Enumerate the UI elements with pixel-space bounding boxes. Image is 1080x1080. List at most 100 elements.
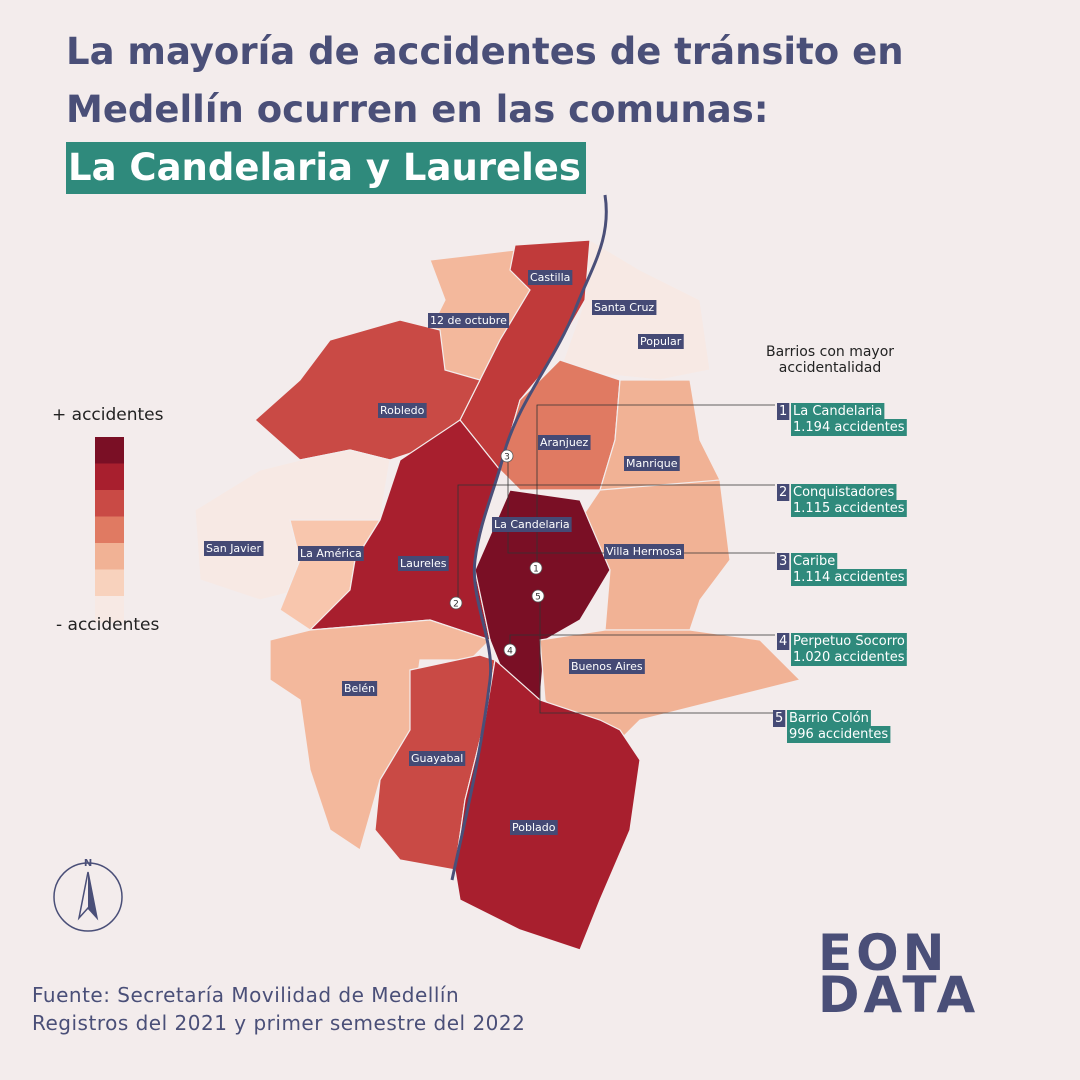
label-box [791,419,907,436]
label-text: 1 [779,404,787,419]
label-box [791,500,907,517]
label-text: 1.020 accidentes [793,650,905,665]
rank-marker-label: 5 [535,593,541,603]
label-box [791,633,907,650]
label-text: Castilla [530,271,570,284]
label-text: La Candelaria [793,404,882,419]
rank-marker-label: 4 [507,647,513,657]
rank-marker-label: 3 [504,453,510,463]
leader-lines [457,404,775,714]
label-box [787,710,871,727]
label-text: Barrio Colón [789,711,869,726]
label-text: Aranjuez [540,436,589,449]
legend-swatch [95,569,124,596]
label-box [777,553,790,570]
label-box [787,726,891,743]
leader-line [539,597,775,714]
legend-swatch [95,463,124,490]
label-box [791,484,897,501]
legend-swatch [95,516,124,543]
legend-swatch [95,543,124,570]
title-line: Medellín ocurren en las comunas: [66,88,769,131]
comuna-area [454,658,641,951]
label-text: 5 [775,711,783,726]
label-text: 3 [779,554,787,569]
rank-marker [531,589,545,603]
rank-marker-label: 1 [533,565,539,575]
label-text: La Candelaria [494,518,570,531]
rank-marker-label: 2 [453,600,459,610]
label-text: Buenos Aires [571,660,643,673]
label-box [773,710,786,727]
label-text: Laureles [400,557,447,570]
source-line: Registros del 2021 y primer semestre del… [32,1011,525,1035]
river [450,194,608,881]
legend-bottom: - accidentes [56,615,160,635]
label-box [777,484,790,501]
label-text: Perpetuo Socorro [793,634,905,649]
label-text: Caribe [793,554,835,569]
label-box [791,569,907,586]
label-box [378,403,427,418]
label-box [510,820,558,835]
label-text: Guayabal [411,752,463,765]
compass: N [53,858,123,932]
rank-marker [503,643,517,657]
label-text: 996 accidentes [789,727,888,742]
compass-label: N [84,858,92,869]
rank-marker [500,449,514,463]
leader-line [457,484,775,600]
label-text: Belén [344,682,375,695]
leader-line [536,404,775,570]
label-text: Popular [640,335,682,348]
label-text: San Javier [206,542,262,555]
label-box [604,544,684,559]
logo-line: EON [818,924,949,982]
label-text: 1.194 accidentes [793,420,905,435]
label-text: 1.114 accidentes [793,570,905,585]
label-text: Robledo [380,404,425,417]
legend-swatch [95,437,124,464]
label-box [204,541,264,556]
rank-marker [449,596,463,610]
label-box [538,435,591,450]
ranking-title: accidentalidad [779,360,881,376]
label-text: 4 [779,634,787,649]
map [194,194,802,951]
label-box [777,633,790,650]
label-text: 1.115 accidentes [793,501,905,516]
label-text: 12 de octubre [430,314,507,327]
label-box [428,313,510,328]
label-box [791,649,907,666]
ranking-title: Barrios con mayor [766,344,894,360]
label-box [791,403,885,420]
label-box [528,270,573,285]
label-box [398,556,449,571]
label-box [409,751,466,766]
label-text: 2 [779,485,787,500]
logo-line: DATA [818,966,979,1024]
label-box [624,456,680,471]
legend-top: + accidentes [52,405,164,425]
label-text: Poblado [512,821,556,834]
label-box [342,681,378,696]
title-highlight: La Candelaria y Laureles [68,146,581,189]
label-box [791,553,838,570]
label-text: Manrique [626,457,678,470]
legend-swatch [95,596,124,623]
title-line: La mayoría de accidentes de tránsito en [66,30,904,73]
rank-marker [529,561,543,575]
source-line: Fuente: Secretaría Movilidad de Medellín [32,983,459,1007]
legend-swatch [95,490,124,517]
label-box [298,546,364,561]
label-text: Villa Hermosa [606,545,682,558]
label-box [777,403,790,420]
label-text: Conquistadores [793,485,894,500]
label-box [569,659,645,674]
highlight-box [66,142,586,194]
label-box [492,517,572,532]
label-box [638,334,684,349]
leader-line [507,455,775,554]
label-text: La América [300,547,362,560]
